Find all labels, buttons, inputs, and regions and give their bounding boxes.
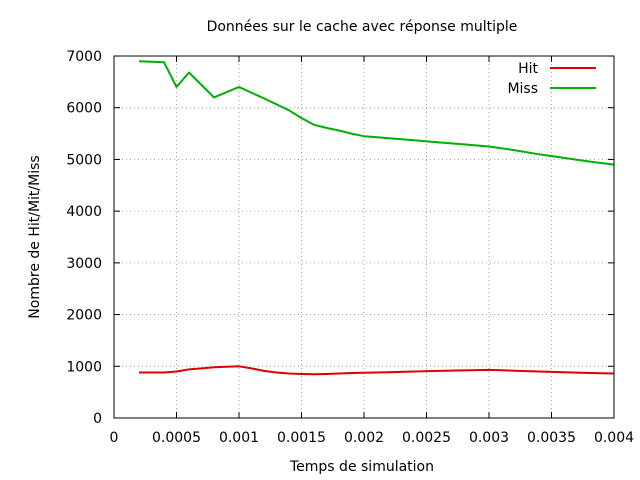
series-layer <box>138 60 615 376</box>
y-axis-label: Nombre de Hit/Mit/Miss <box>27 155 43 318</box>
legend-label-miss: Miss <box>507 81 538 97</box>
y-tick-label: 3000 <box>66 256 102 272</box>
x-tick-label: 0.004 <box>594 430 634 446</box>
x-tick-label: 0.0025 <box>402 430 451 446</box>
x-tick-label: 0.003 <box>469 430 509 446</box>
legend-label-hit: Hit <box>518 61 538 77</box>
series-line-hit <box>139 365 615 376</box>
series-line-miss <box>138 60 615 166</box>
chart-title: Données sur le cache avec réponse multip… <box>207 19 518 35</box>
y-tick-label: 0 <box>93 411 102 427</box>
y-tick-label: 6000 <box>66 101 102 117</box>
x-tick-label: 0.001 <box>219 430 259 446</box>
grid-lines <box>114 56 614 418</box>
x-axis-label: Temps de simulation <box>289 459 434 475</box>
x-tick-label: 0 <box>110 430 119 446</box>
y-tick-label: 4000 <box>66 204 102 220</box>
x-tick-label: 0.002 <box>344 430 384 446</box>
y-tick-label: 7000 <box>66 49 102 65</box>
x-tick-labels: 0 0.0005 0.001 0.0015 0.002 0.0025 0.003 0.0035… <box>110 430 635 446</box>
y-tick-labels: 0 1000 2000 3000 4000 5000 6000 7000 <box>66 49 102 427</box>
x-tick-label: 0.0015 <box>277 430 326 446</box>
y-tick-label: 1000 <box>66 359 102 375</box>
y-tick-label: 5000 <box>66 152 102 168</box>
legend: Hit Miss <box>507 61 596 97</box>
x-tick-label: 0.0005 <box>152 430 201 446</box>
y-tick-label: 2000 <box>66 308 102 324</box>
axis-ticks <box>113 55 615 419</box>
x-tick-label: 0.0035 <box>527 430 576 446</box>
